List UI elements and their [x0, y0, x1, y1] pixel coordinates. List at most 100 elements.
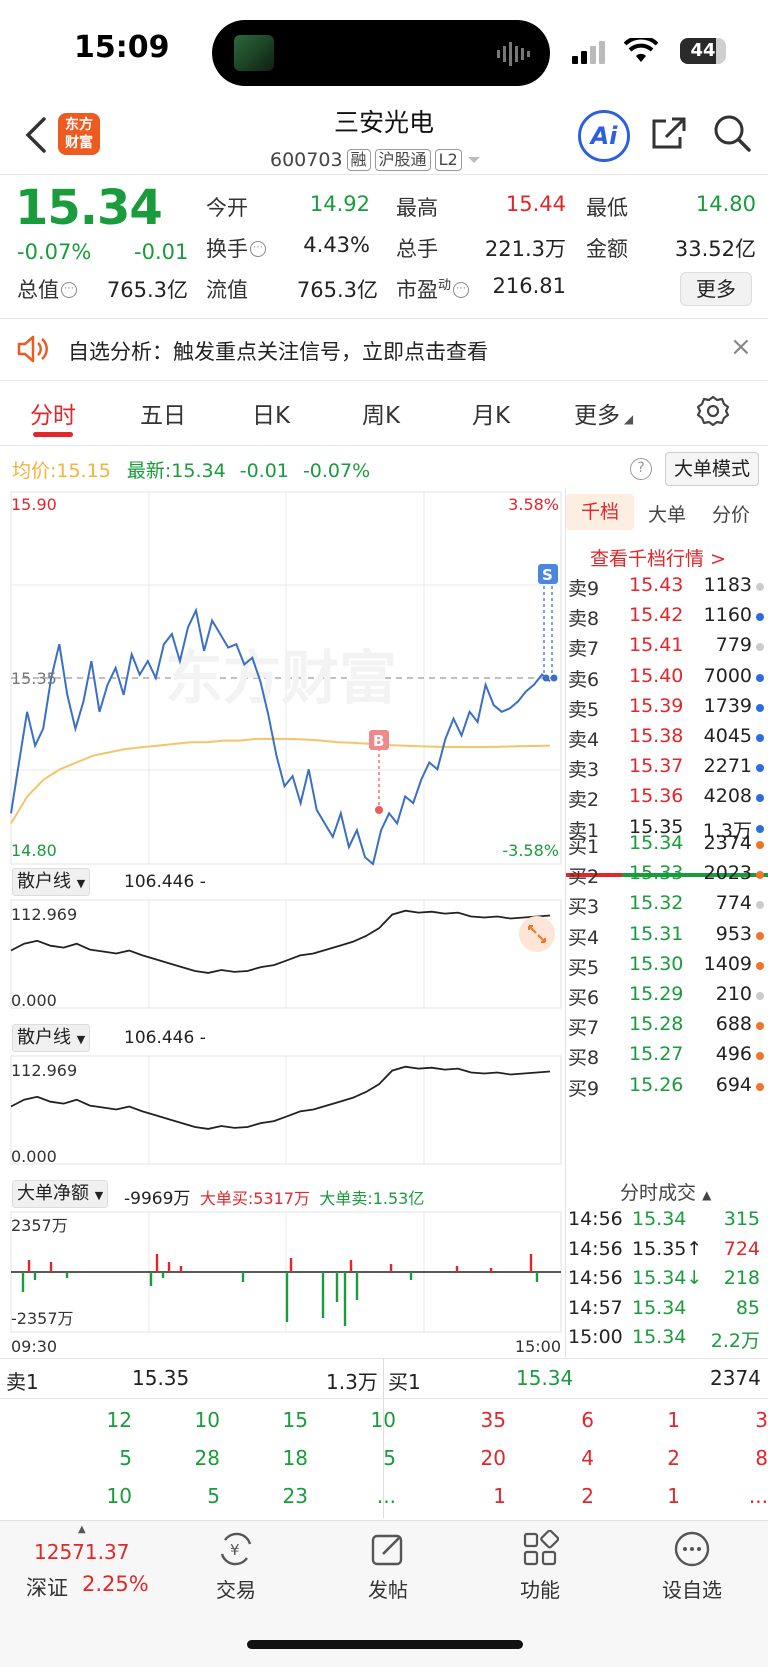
more-button[interactable]: 更多 [680, 272, 752, 306]
level-label: 卖6 [568, 668, 600, 691]
status-time: 15:09 [74, 30, 170, 65]
change-percent: -0.07% [17, 240, 92, 264]
indicator-select-2[interactable]: 散户线 ▼ [12, 1024, 91, 1052]
bid-row[interactable]: 买4 15.31 953 [566, 923, 766, 953]
bid-row[interactable]: 买1 15.34 2374 [566, 832, 766, 862]
tick-price: 15.34 [632, 1296, 687, 1319]
bid-row[interactable]: 买7 15.28 688 [566, 1013, 766, 1043]
time-start-label: 09:30 [11, 1337, 57, 1356]
ask-row[interactable]: 卖6 15.40 7000 [566, 665, 766, 695]
tab-5day[interactable]: 五日 [140, 403, 186, 429]
level-label: 卖8 [568, 608, 600, 631]
wifi-icon [624, 38, 658, 62]
svg-text:112.969: 112.969 [11, 1061, 77, 1080]
queue-volume: 28 [194, 1446, 220, 1470]
level-price: 15.43 [629, 574, 684, 596]
help-icon[interactable]: ? [630, 458, 652, 480]
ask-row[interactable]: 卖8 15.42 1160 [566, 604, 766, 634]
bid-row[interactable]: 买5 15.30 1409 [566, 953, 766, 983]
indicator-value-2: 106.446 - [124, 1028, 206, 1048]
close-icon[interactable]: × [730, 332, 752, 362]
ask-row[interactable]: 卖3 15.37 2271 [566, 755, 766, 785]
ask-row[interactable]: 卖4 15.38 4045 [566, 725, 766, 755]
ask-row[interactable]: 卖2 15.36 4208 [566, 785, 766, 815]
queue-volume: 5 [207, 1484, 220, 1508]
big-order-mode-button[interactable]: 大单模式 [665, 452, 759, 486]
ask-row[interactable]: 卖7 15.41 779 [566, 634, 766, 664]
level-price: 15.38 [629, 725, 684, 747]
book-tab-big[interactable]: 大单 [648, 504, 687, 526]
add-watchlist-button[interactable]: 设自选 [632, 1530, 752, 1603]
level-dot [756, 1022, 764, 1031]
intraday-chart[interactable]: 东方财富 B S 15.90 15.35 14.80 3.58% -3.58% … [0, 488, 566, 1358]
ticks-title[interactable]: 分时成交 ▲ [620, 1182, 712, 1204]
level-volume: 694 [715, 1073, 752, 1096]
stock-code-row[interactable]: 600703 融 沪股通 L2 [270, 146, 482, 174]
value-high: 15.44 [505, 192, 566, 216]
tab-daily-k[interactable]: 日K [252, 403, 291, 429]
tab-weekly-k[interactable]: 周K [362, 403, 401, 429]
svg-text:0.000: 0.000 [11, 991, 57, 1010]
index-value[interactable]: 12571.37 [34, 1540, 130, 1564]
tick-time: 15:00 [568, 1326, 623, 1348]
queue-volume: 1 [493, 1484, 506, 1508]
queue-volume: 8 [755, 1446, 768, 1470]
sell-marker[interactable] [538, 564, 558, 584]
indicator-select-1[interactable]: 散户线 ▼ [12, 868, 91, 896]
media-thumbnail [234, 35, 274, 71]
gear-icon[interactable] [696, 394, 730, 428]
stock-code: 600703 [270, 149, 343, 171]
queue-volume: 12 [106, 1408, 132, 1432]
level-label: 卖3 [568, 759, 600, 782]
level-price: 15.41 [629, 634, 684, 657]
notice-text[interactable]: 自选分析：触发重点关注信号，立即点击查看 [68, 340, 488, 364]
tag-margin: 融 [346, 149, 371, 171]
level-volume: 1.3万 [702, 819, 752, 842]
book-tab-depth[interactable]: 千档 [566, 494, 634, 530]
ask-row[interactable]: 卖5 15.39 1739 [566, 695, 766, 725]
level-dot [756, 824, 764, 833]
functions-button[interactable]: 功能 [480, 1530, 600, 1603]
queue-volume: 5 [119, 1446, 132, 1470]
bid-row[interactable]: 买6 15.29 210 [566, 983, 766, 1013]
search-icon[interactable] [712, 113, 752, 153]
level-dot [756, 673, 764, 682]
bid-row[interactable]: 买9 15.26 694 [566, 1074, 766, 1104]
indicator-select-3[interactable]: 大单净额 ▼ [12, 1180, 109, 1208]
label-high: 最高 [396, 196, 438, 220]
panel-sell-vol: 1.3万 [326, 1370, 378, 1394]
level-dot [756, 583, 764, 591]
tab-intraday[interactable]: 分时 [30, 403, 76, 429]
level-dot [756, 1052, 764, 1061]
book-tab-price[interactable]: 分价 [712, 504, 751, 526]
tab-more[interactable]: 更多 ◢ [574, 403, 634, 429]
tab-monthly-k[interactable]: 月K [472, 403, 511, 429]
big-order-net: -9969万 [124, 1189, 191, 1209]
buy-marker[interactable] [369, 730, 389, 750]
post-button[interactable]: 发帖 [328, 1530, 448, 1603]
level-volume: 4208 [703, 785, 752, 808]
value-open: 14.92 [309, 192, 370, 216]
ai-button[interactable]: Ai [578, 110, 630, 162]
queue-volume: 10 [194, 1408, 220, 1432]
queue-volume: 1 [667, 1484, 680, 1508]
expand-icon[interactable] [519, 916, 555, 952]
share-icon[interactable] [650, 113, 690, 153]
ask-row[interactable]: 卖1 15.35 1.3万 [566, 816, 766, 846]
bid-row[interactable]: 买3 15.32 774 [566, 892, 766, 922]
depth-link[interactable]: 查看千档行情 > [590, 548, 726, 570]
change-amount: -0.01 [134, 240, 189, 264]
tick-price: 15.34↓ [632, 1267, 703, 1289]
level-volume: 2023 [703, 862, 752, 885]
level-dot [756, 931, 764, 940]
signal-icon [572, 41, 605, 64]
queue-volume: ... [748, 1484, 768, 1508]
bid-row[interactable]: 买8 15.27 496 [566, 1043, 766, 1073]
trade-button[interactable]: ¥ 交易 [176, 1530, 296, 1603]
level-volume: 2271 [703, 755, 752, 778]
back-arrow-icon[interactable] [22, 115, 52, 155]
battery-indicator: 44 [680, 38, 726, 64]
bid-row[interactable]: 买2 15.33 2023 [566, 862, 766, 892]
ask-row[interactable]: 卖9 15.43 1183 [566, 574, 766, 604]
y-top-label: 15.90 [11, 495, 57, 514]
